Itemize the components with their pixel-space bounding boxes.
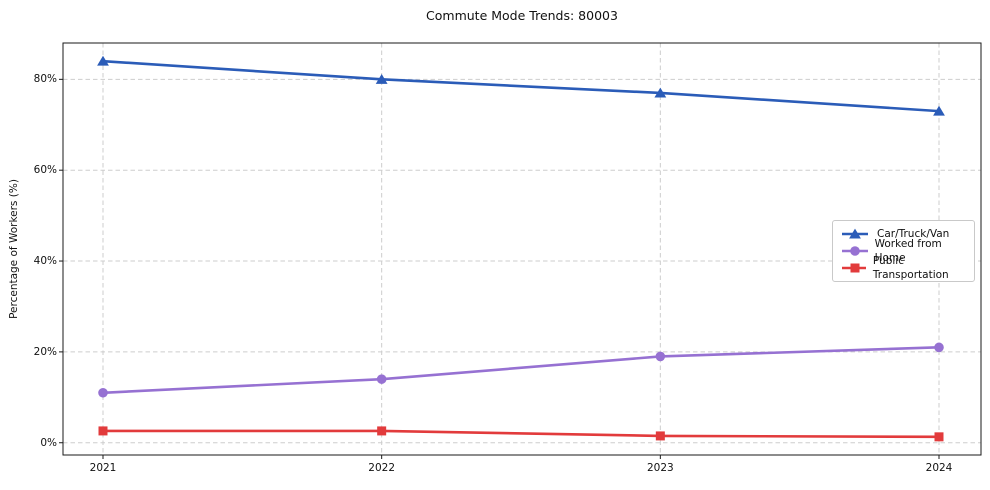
legend-circle-line-icon — [842, 246, 868, 256]
marker-triangle-car-truck-van — [97, 55, 109, 66]
x-tick-label: 2024 — [925, 462, 953, 474]
marker-circle-worked-from-home — [655, 351, 666, 362]
marker-circle-worked-from-home — [98, 387, 108, 398]
legend-item-public-transportation: Public Transportation — [840, 255, 968, 281]
series-line-public-transportation — [101, 429, 941, 439]
legend-label: Public Transportation — [872, 255, 949, 281]
y-tick-label: 60% — [33, 164, 57, 177]
legend-item-car-truck-van: Car/Truck/Van — [840, 227, 968, 241]
marker-circle-worked-from-home-legend — [850, 246, 860, 256]
marker-circle-worked-from-home — [376, 374, 387, 384]
marker-triangle-car-truck-van — [654, 87, 667, 98]
y-tick-label: 0% — [40, 436, 57, 449]
marker-square-public-transportation — [934, 432, 944, 442]
marker-square-public-transportation-legend — [850, 263, 860, 273]
y-tick-label: 20% — [33, 345, 57, 358]
x-tick-label: 2023 — [646, 462, 674, 474]
marker-square-public-transportation — [98, 426, 108, 436]
legend-label: Worked from Home — [874, 238, 942, 264]
legend-item-worked-from-home: Worked from Home — [840, 238, 968, 264]
x-tick-label: 2022 — [368, 462, 396, 474]
y-tick-label: 40% — [33, 255, 57, 268]
plot-border — [62, 42, 982, 456]
marker-triangle-car-truck-van — [933, 105, 945, 116]
legend-triangle-line-icon — [842, 228, 868, 239]
series-line-car-truck-van — [101, 59, 941, 113]
legend: Car/Truck/Van Worked from Home Public Tr… — [832, 220, 975, 282]
marker-triangle-car-truck-van — [375, 73, 388, 84]
y-tick-label: 80% — [33, 73, 57, 86]
marker-triangle-car-truck-van-legend — [849, 228, 861, 239]
legend-label: Car/Truck/Van — [877, 228, 950, 240]
marker-square-public-transportation — [377, 426, 387, 436]
x-tick-label: 2021 — [89, 462, 117, 474]
series-line-worked-from-home — [101, 346, 941, 395]
marker-circle-worked-from-home — [934, 342, 944, 353]
marker-square-public-transportation — [655, 431, 665, 441]
legend-square-line-icon — [842, 263, 866, 273]
chart-title: Commute Mode Trends: 80003 — [426, 8, 618, 23]
